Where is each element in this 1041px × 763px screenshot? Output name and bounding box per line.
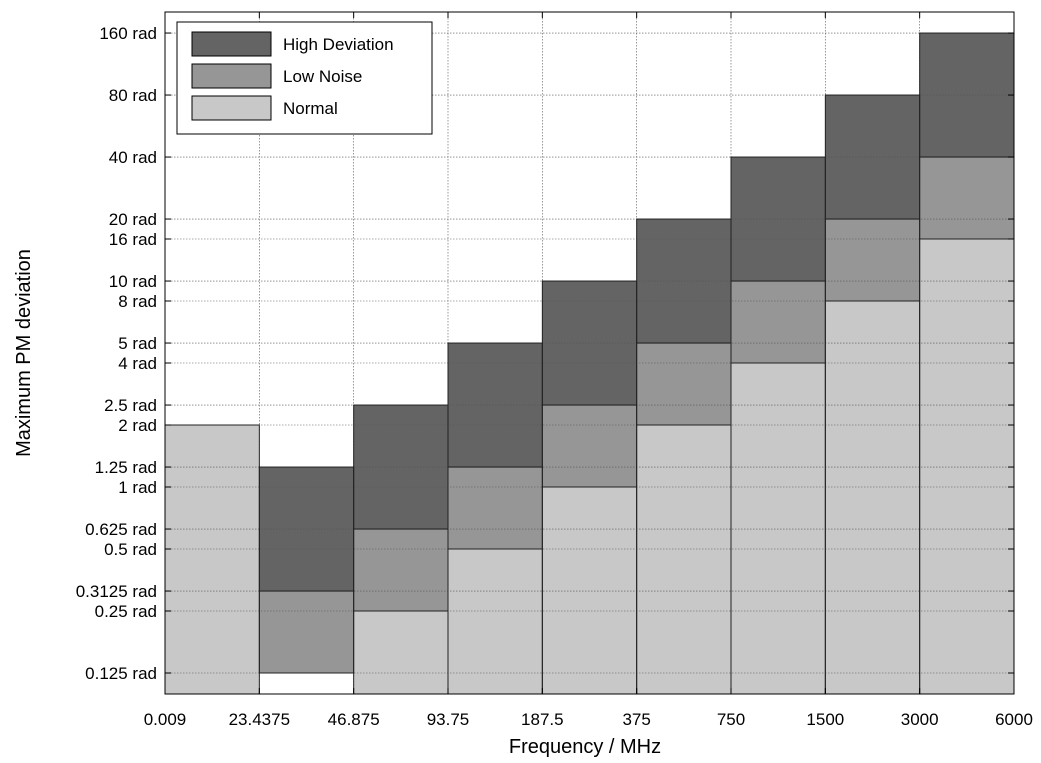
- legend-label: Low Noise: [283, 67, 362, 86]
- plot-frame: [164, 11, 1015, 695]
- normal-band: [448, 549, 543, 694]
- low-noise-band: [825, 219, 920, 301]
- x-tick-labels: 0.009 23.4375 46.875 93.75 187.5 375 750 1500 30…: [144, 710, 1033, 729]
- y-axis-label: Maximum PM deviation: [13, 249, 35, 457]
- y-tick-label: 0.5 rad: [104, 540, 157, 559]
- normal-band: [919, 239, 1014, 694]
- y-tick-label: 40 rad: [109, 148, 157, 167]
- y-tick-label: 10 rad: [109, 272, 157, 291]
- normal-band: [825, 301, 920, 694]
- high-deviation-band: [636, 219, 731, 344]
- low-noise-band: [919, 157, 1014, 239]
- y-tick-label: 0.25 rad: [95, 602, 157, 621]
- x-tick-label: 750: [717, 710, 745, 729]
- ticks-layer: [164, 12, 1015, 694]
- bands-layer: [165, 33, 1014, 694]
- low-noise-band: [448, 467, 543, 549]
- legend-swatch: [191, 95, 272, 121]
- normal-band: [542, 487, 637, 694]
- x-tick-label: 93.75: [427, 710, 470, 729]
- low-noise-band: [542, 405, 637, 487]
- x-tick-label: 187.5: [521, 710, 564, 729]
- legend-swatch: [191, 63, 272, 89]
- low-noise-band: [731, 281, 826, 363]
- x-tick-label: 23.4375: [229, 710, 290, 729]
- low-noise-band: [259, 591, 354, 673]
- x-tick-label: 6000: [995, 710, 1033, 729]
- legend: High Deviation Low Noise Normal: [176, 21, 433, 135]
- y-tick-label: 160 rad: [99, 24, 157, 43]
- high-deviation-band: [353, 405, 448, 530]
- y-tick-label: 16 rad: [109, 230, 157, 249]
- legend-label: High Deviation: [283, 35, 394, 54]
- y-tick-label: 1 rad: [118, 478, 157, 497]
- y-tick-label: 5 rad: [118, 334, 157, 353]
- x-axis-label: Frequency / MHz: [509, 736, 661, 758]
- legend-swatch: [191, 31, 272, 57]
- y-tick-label: 0.125 rad: [85, 664, 157, 683]
- low-noise-band: [353, 529, 448, 611]
- normal-band: [165, 425, 260, 694]
- high-deviation-band: [825, 95, 920, 220]
- normal-band: [731, 363, 826, 694]
- y-tick-label: 80 rad: [109, 86, 157, 105]
- y-tick-label: 8 rad: [118, 292, 157, 311]
- y-tick-label: 4 rad: [118, 354, 157, 373]
- y-tick-label: 2.5 rad: [104, 396, 157, 415]
- x-tick-label: 1500: [806, 710, 844, 729]
- y-tick-label: 20 rad: [109, 210, 157, 229]
- x-tick-label: 0.009: [144, 710, 187, 729]
- low-noise-band: [636, 343, 731, 425]
- y-tick-label: 0.3125 rad: [76, 582, 157, 601]
- y-tick-label: 1.25 rad: [95, 458, 157, 477]
- x-tick-label: 375: [622, 710, 650, 729]
- x-tick-label: 3000: [901, 710, 939, 729]
- normal-band: [636, 425, 731, 694]
- normal-band: [353, 611, 448, 694]
- legend-label: Normal: [283, 99, 338, 118]
- y-tick-label: 2 rad: [118, 416, 157, 435]
- x-tick-label: 46.875: [328, 710, 380, 729]
- y-tick-label: 0.625 rad: [85, 520, 157, 539]
